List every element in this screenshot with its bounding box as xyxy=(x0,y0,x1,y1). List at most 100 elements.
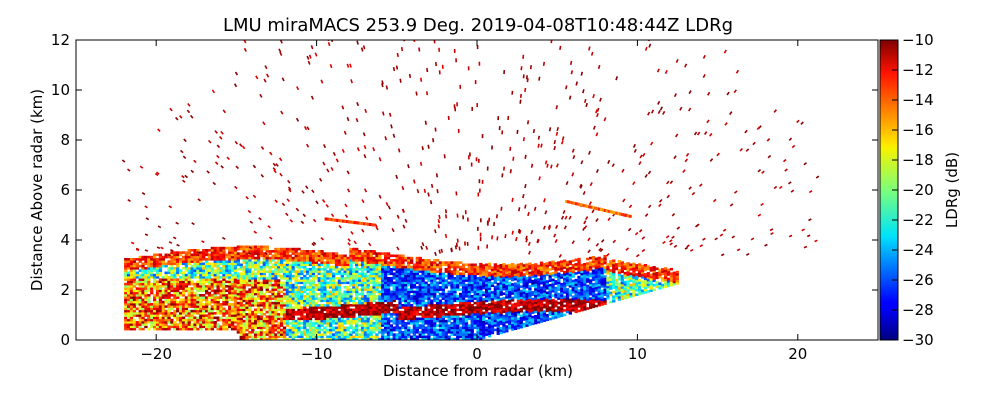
ldr-cell xyxy=(225,246,229,250)
ldr-cell xyxy=(141,271,145,275)
ldr-cell xyxy=(326,324,330,327)
ldr-cell xyxy=(205,269,209,272)
ldr-cell xyxy=(323,256,327,260)
ldr-cell xyxy=(487,330,492,333)
ldr-cell xyxy=(196,280,200,284)
ldr-cell xyxy=(248,250,252,253)
ldr-cell xyxy=(499,329,503,332)
ldr-cell xyxy=(158,309,163,313)
ldr-cell xyxy=(242,333,246,336)
ldr-cell xyxy=(135,280,139,284)
ldr-cell xyxy=(294,270,298,273)
ldr-cell xyxy=(560,260,564,263)
ldr-cell xyxy=(334,337,339,340)
ldr-cell xyxy=(173,296,177,299)
ldr-cell xyxy=(216,298,220,302)
ldr-cell xyxy=(297,268,301,271)
ldr-cell xyxy=(306,328,310,332)
ldr-cell xyxy=(418,326,422,330)
ldr-cell xyxy=(138,314,142,317)
ldr-cell xyxy=(300,308,304,312)
ldr-cell xyxy=(280,290,284,294)
ldr-cell xyxy=(545,287,549,290)
ldr-cell xyxy=(534,276,538,280)
ldr-cell xyxy=(280,331,284,334)
ldr-cell xyxy=(542,265,547,268)
ldr-cell xyxy=(464,317,469,321)
ldr-cell xyxy=(230,278,235,281)
ldr-cell xyxy=(424,295,428,298)
ldr-cell xyxy=(248,288,252,291)
ldr-cell xyxy=(340,315,344,318)
ldr-cell xyxy=(306,337,310,340)
ldr-cell xyxy=(153,298,157,302)
ldr-cell xyxy=(499,291,503,294)
ldr-cell xyxy=(184,282,189,286)
ldr-cell xyxy=(583,303,587,307)
ldr-cell xyxy=(199,287,203,290)
ldr-cell xyxy=(386,292,391,296)
ldr-cell xyxy=(459,304,463,307)
ldr-cell xyxy=(511,314,515,318)
ldr-cell xyxy=(395,308,399,312)
ldr-cell xyxy=(542,312,547,316)
ldr-cell xyxy=(467,272,471,276)
ldr-cell xyxy=(476,322,480,325)
ldr-cell xyxy=(389,268,393,271)
ldr-cell xyxy=(372,308,376,312)
ldr-cell xyxy=(583,281,587,284)
ldr-cell xyxy=(479,314,483,318)
ldr-cell xyxy=(456,277,460,280)
ldr-cell xyxy=(398,283,402,287)
ldr-cell xyxy=(291,301,295,305)
ldr-cell xyxy=(363,324,368,327)
ldr-cell xyxy=(493,308,497,311)
ldr-cell xyxy=(473,313,477,316)
ldr-cell xyxy=(280,283,284,287)
ldr-cell xyxy=(308,250,313,253)
ldr-cell xyxy=(207,307,212,311)
ldr-cell xyxy=(303,252,307,255)
ldr-cell xyxy=(487,305,492,308)
ldr-cell xyxy=(444,331,448,334)
ldr-cell xyxy=(124,285,128,288)
ldr-cell xyxy=(222,298,226,302)
ldr-cell xyxy=(274,324,278,327)
ldr-cell xyxy=(129,271,134,275)
ldr-cell xyxy=(207,280,212,284)
ldr-cell xyxy=(242,256,246,260)
ldr-cell xyxy=(395,283,399,287)
ldr-cell xyxy=(271,324,275,327)
ldr-cell xyxy=(545,318,549,322)
ldr-cell xyxy=(441,274,445,278)
ldr-cell xyxy=(300,313,304,316)
ldr-cell xyxy=(311,333,316,336)
ldr-cell xyxy=(363,277,368,280)
ldr-cell xyxy=(343,270,347,273)
ldr-cell xyxy=(381,317,385,321)
ldr-cell xyxy=(427,263,431,267)
ldr-cell xyxy=(127,296,131,299)
ldr-cell xyxy=(435,299,440,303)
ldr-cell xyxy=(187,260,191,263)
ldr-cell xyxy=(366,252,370,255)
ldr-cell xyxy=(308,290,313,294)
ldr-cell xyxy=(447,292,451,296)
ldr-cell xyxy=(525,317,529,320)
ldr-cell xyxy=(254,297,258,300)
ldr-cell xyxy=(470,308,474,312)
ldr-cell xyxy=(323,283,327,287)
ldr-cell xyxy=(288,328,292,332)
ldr-cell xyxy=(435,331,440,334)
ldr-cell xyxy=(245,313,249,316)
ldr-cell xyxy=(459,299,463,303)
ldr-cell xyxy=(355,256,359,260)
ldr-cell xyxy=(314,328,318,332)
ldr-cell xyxy=(551,280,555,284)
ldr-cell xyxy=(586,307,590,310)
ldr-cell xyxy=(375,301,379,305)
ldr-cell xyxy=(389,315,393,318)
ldr-cell xyxy=(291,337,295,340)
ldr-cell xyxy=(236,313,240,316)
ldr-cell xyxy=(245,252,249,255)
